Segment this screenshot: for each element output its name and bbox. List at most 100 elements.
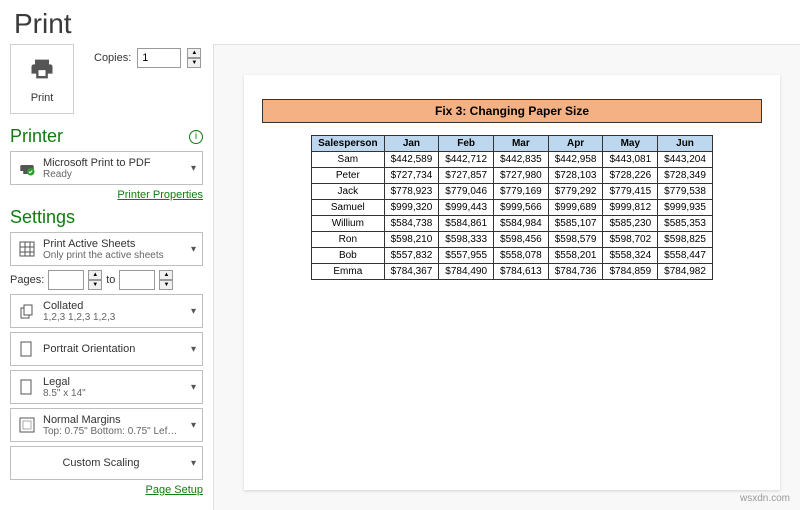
orientation-select[interactable]: Portrait Orientation ▾ (10, 332, 203, 366)
table-cell-value: $598,825 (658, 232, 713, 248)
table-cell-value: $779,169 (494, 184, 549, 200)
table-row: Sam$442,589$442,712$442,835$442,958$443,… (312, 152, 713, 168)
chevron-down-icon: ▾ (191, 344, 196, 355)
table-cell-name: Ron (312, 232, 384, 248)
table-cell-value: $442,958 (548, 152, 603, 168)
table-cell-value: $784,367 (384, 264, 439, 280)
watermark: wsxdn.com (740, 493, 790, 504)
preview-table: SalespersonJanFebMarAprMayJun Sam$442,58… (311, 135, 713, 280)
table-row: Willium$584,738$584,861$584,984$585,107$… (312, 216, 713, 232)
table-header-cell: Salesperson (312, 136, 384, 152)
print-what-sub: Only print the active sheets (43, 250, 185, 261)
table-cell-value: $584,861 (439, 216, 494, 232)
page-title: Print (14, 8, 786, 40)
paper-icon (17, 379, 37, 395)
print-what-title: Print Active Sheets (43, 238, 185, 250)
table-cell-value: $584,738 (384, 216, 439, 232)
copies-spinner: ▲ ▼ (187, 48, 201, 68)
table-row: Jack$778,923$779,046$779,169$779,292$779… (312, 184, 713, 200)
table-cell-value: $727,980 (494, 168, 549, 184)
table-cell-name: Bob (312, 248, 384, 264)
copies-input[interactable] (137, 48, 181, 68)
up[interactable]: ▲ (88, 270, 102, 280)
up[interactable]: ▲ (159, 270, 173, 280)
table-cell-value: $585,107 (548, 216, 603, 232)
table-cell-value: $598,579 (548, 232, 603, 248)
paper-title: Legal (43, 376, 185, 388)
table-cell-value: $779,046 (439, 184, 494, 200)
table-row: Ron$598,210$598,333$598,456$598,579$598,… (312, 232, 713, 248)
table-cell-value: $784,859 (603, 264, 658, 280)
printer-heading: Printer (10, 126, 63, 147)
margins-select[interactable]: Normal Margins Top: 0.75" Bottom: 0.75" … (10, 408, 203, 442)
printer-name: Microsoft Print to PDF (43, 157, 185, 169)
portrait-icon (17, 341, 37, 357)
printer-properties-link[interactable]: Printer Properties (10, 189, 203, 201)
table-cell-value: $999,689 (548, 200, 603, 216)
pages-to-label: to (106, 274, 115, 286)
table-cell-value: $784,982 (658, 264, 713, 280)
print-sidebar: Print Copies: ▲ ▼ Printer i Microsoft Pr… (0, 44, 213, 510)
margins-sub: Top: 0.75" Bottom: 0.75" Lef… (43, 426, 185, 437)
collated-select[interactable]: Collated 1,2,3 1,2,3 1,2,3 ▾ (10, 294, 203, 328)
printer-heading-row: Printer i (10, 126, 203, 147)
paper-size-select[interactable]: Legal 8.5" x 14" ▾ (10, 370, 203, 404)
table-cell-value: $779,538 (658, 184, 713, 200)
table-cell-value: $999,566 (494, 200, 549, 216)
table-cell-value: $443,081 (603, 152, 658, 168)
dn[interactable]: ▼ (88, 280, 102, 290)
pages-to-input[interactable] (119, 270, 155, 290)
page-setup-link[interactable]: Page Setup (10, 484, 203, 496)
table-cell-value: $999,443 (439, 200, 494, 216)
table-cell-value: $999,935 (658, 200, 713, 216)
scaling-select[interactable]: Custom Scaling ▾ (10, 446, 203, 480)
dn[interactable]: ▼ (159, 280, 173, 290)
collated-icon (17, 303, 37, 319)
table-cell-value: $727,857 (439, 168, 494, 184)
table-cell-value: $585,353 (658, 216, 713, 232)
table-row: Emma$784,367$784,490$784,613$784,736$784… (312, 264, 713, 280)
print-what-select[interactable]: Print Active Sheets Only print the activ… (10, 232, 203, 266)
print-button[interactable]: Print (10, 44, 74, 114)
preview-title: Fix 3: Changing Paper Size (262, 99, 762, 123)
printer-status: Ready (43, 169, 185, 180)
table-cell-value: $585,230 (603, 216, 658, 232)
table-cell-value: $558,447 (658, 248, 713, 264)
info-icon[interactable]: i (189, 130, 203, 144)
table-cell-value: $557,832 (384, 248, 439, 264)
table-row: Bob$557,832$557,955$558,078$558,201$558,… (312, 248, 713, 264)
table-cell-value: $557,955 (439, 248, 494, 264)
printer-select[interactable]: Microsoft Print to PDF Ready ▾ (10, 151, 203, 185)
table-cell-name: Samuel (312, 200, 384, 216)
table-cell-name: Sam (312, 152, 384, 168)
pages-from-input[interactable] (48, 270, 84, 290)
table-cell-name: Willium (312, 216, 384, 232)
table-cell-value: $728,226 (603, 168, 658, 184)
chevron-down-icon: ▾ (191, 306, 196, 317)
table-header-cell: Jan (384, 136, 439, 152)
copies-down[interactable]: ▼ (187, 58, 201, 68)
table-cell-value: $442,589 (384, 152, 439, 168)
table-header-cell: Feb (439, 136, 494, 152)
copies-label: Copies: (94, 52, 131, 64)
table-header-row: SalespersonJanFebMarAprMayJun (312, 136, 713, 152)
table-cell-value: $728,103 (548, 168, 603, 184)
pages-label: Pages: (10, 274, 44, 286)
table-row: Samuel$999,320$999,443$999,566$999,689 $9… (312, 200, 713, 216)
table-cell-value: $778,923 (384, 184, 439, 200)
copies-up[interactable]: ▲ (187, 48, 201, 58)
copies-row: Copies: ▲ ▼ (94, 48, 201, 68)
table-cell-value: $598,702 (603, 232, 658, 248)
scaling-title: Custom Scaling (17, 457, 185, 469)
table-cell-value: $598,456 (494, 232, 549, 248)
table-cell-name: Peter (312, 168, 384, 184)
collated-title: Collated (43, 300, 185, 312)
table-cell-value: $443,204 (658, 152, 713, 168)
preview-page: Fix 3: Changing Paper Size SalespersonJa… (244, 75, 780, 490)
printer-icon (28, 55, 56, 86)
table-cell-value: $558,324 (603, 248, 658, 264)
table-cell-name: Jack (312, 184, 384, 200)
table-cell-value: $727,734 (384, 168, 439, 184)
table-cell-value: $999,320 (384, 200, 439, 216)
backstage-header: Print (0, 0, 800, 44)
